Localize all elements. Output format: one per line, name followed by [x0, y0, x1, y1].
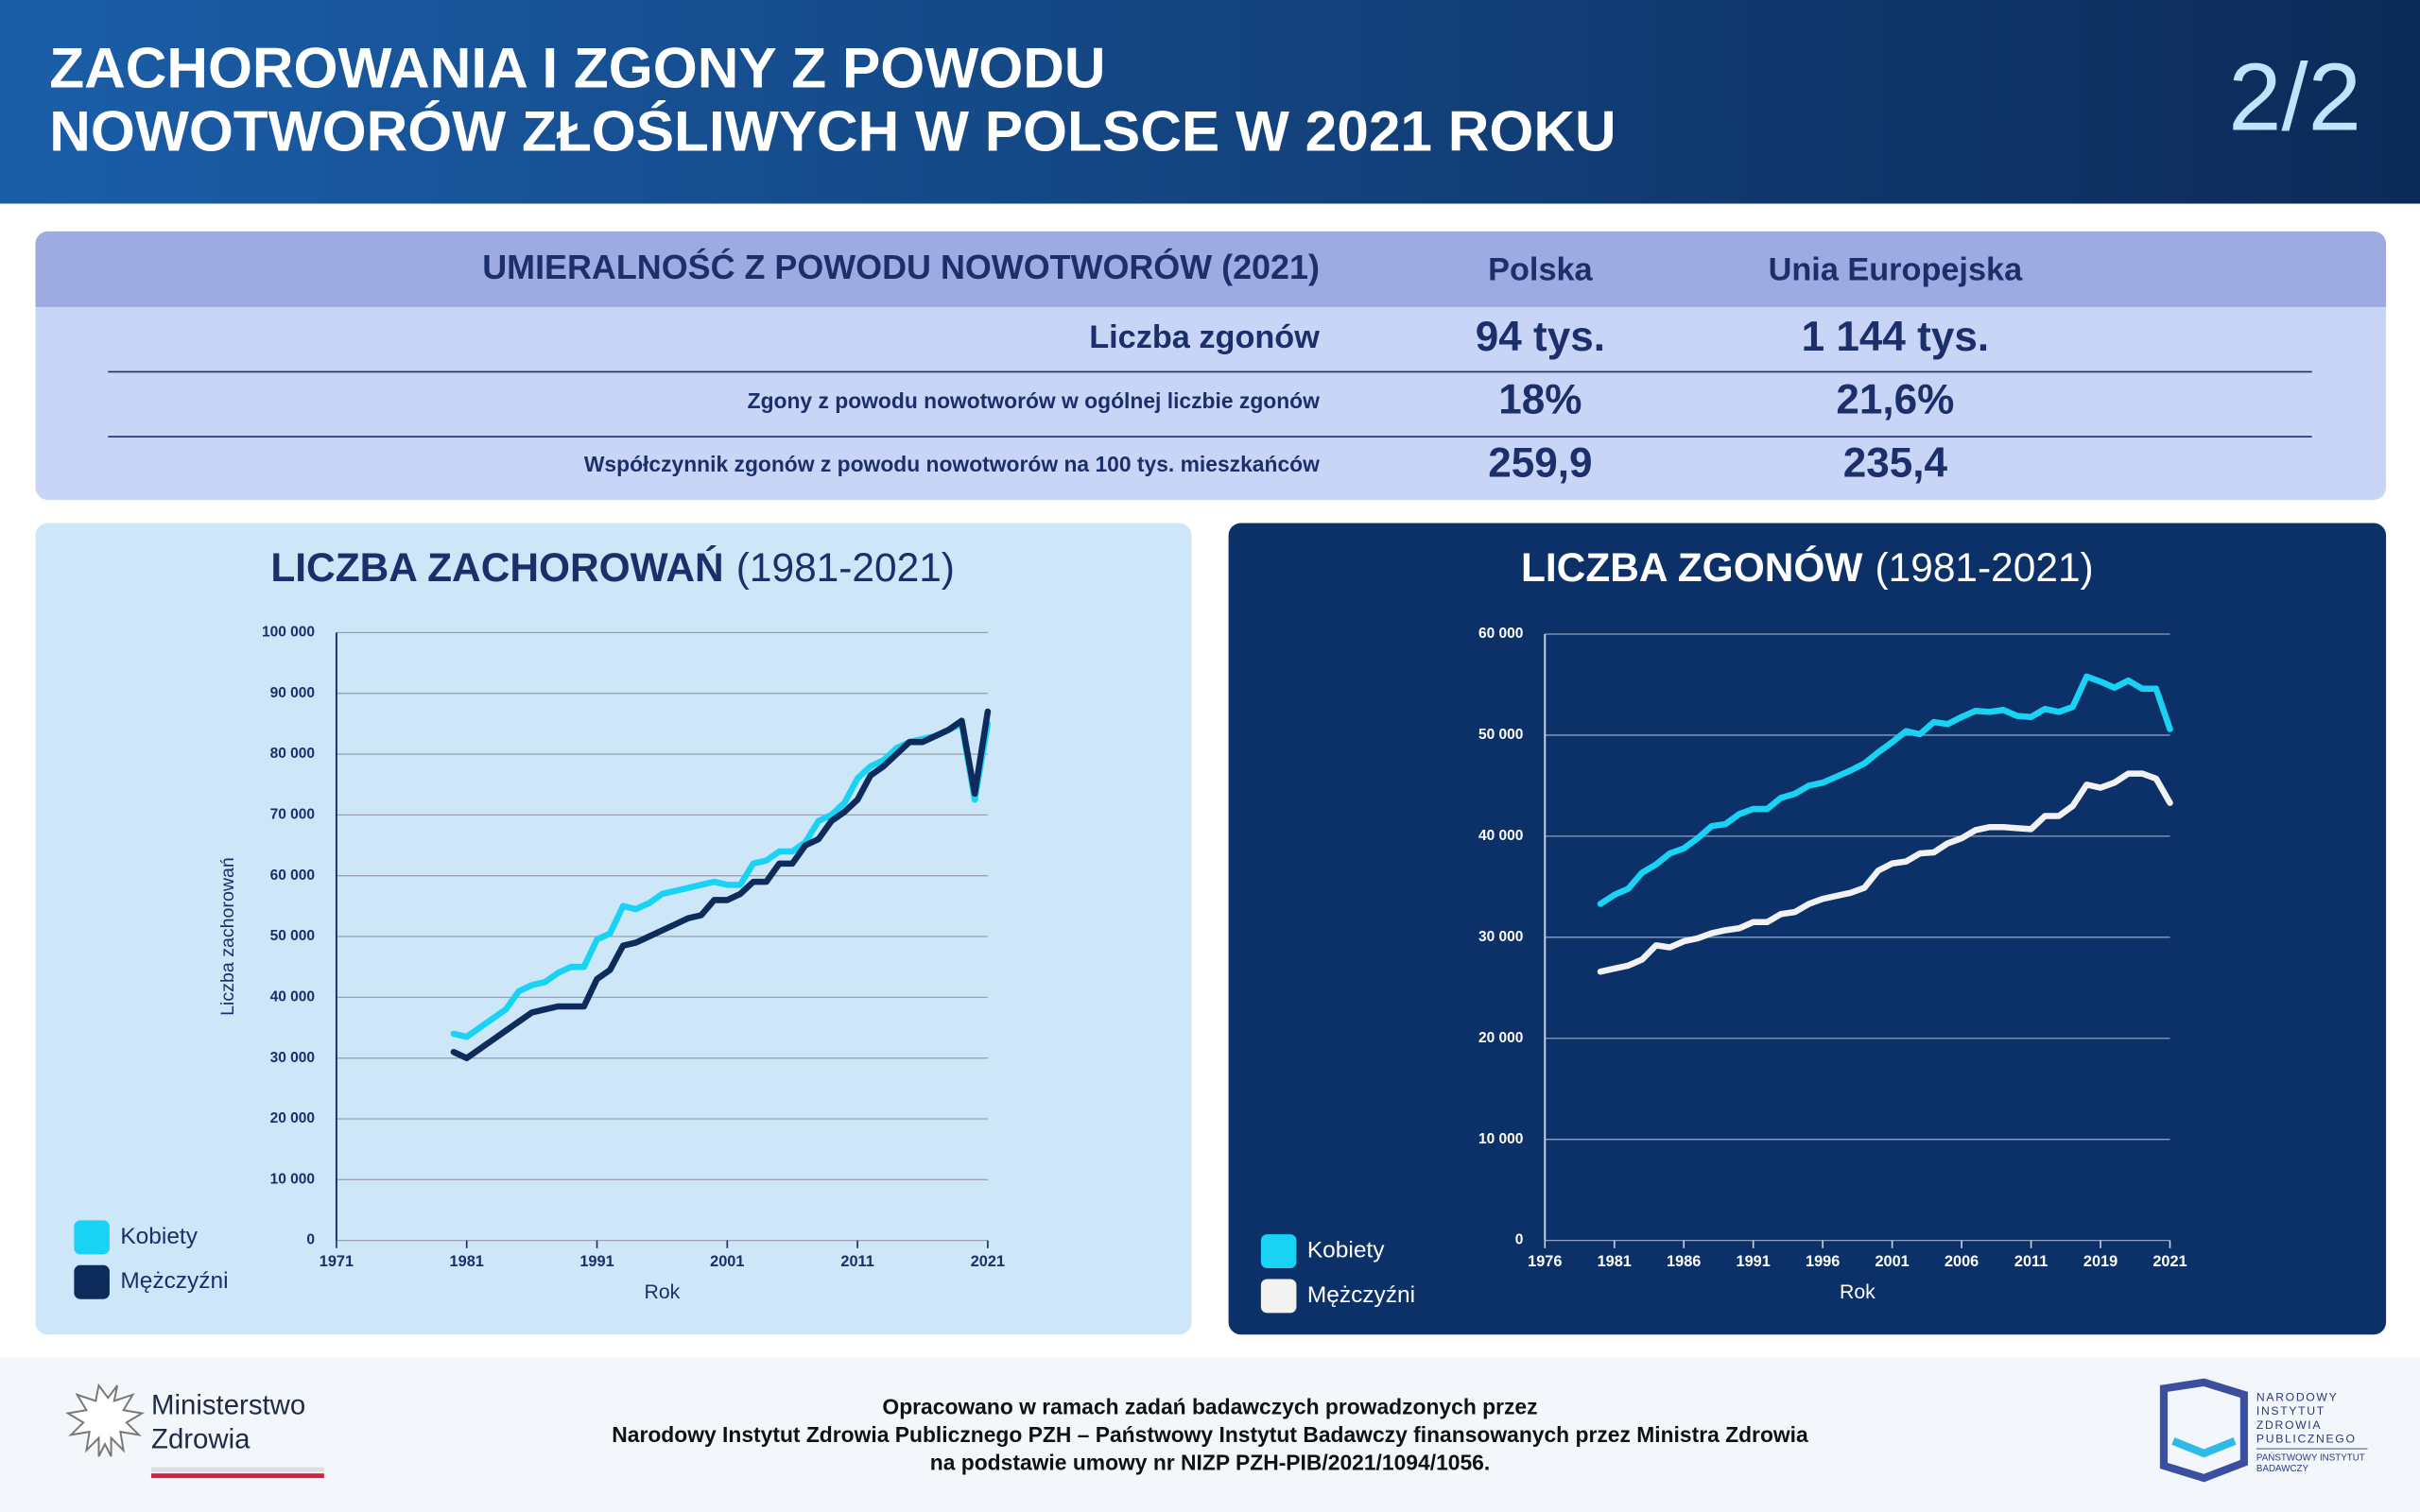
institute-name: NARODOWY	[2256, 1390, 2338, 1403]
row-value: 259,9	[1488, 440, 1592, 487]
x-tick-label: 2011	[2014, 1253, 2048, 1270]
row-label: Zgony z powodu nowotworów w ogólnej licz…	[748, 388, 1321, 413]
chart-title-main: LICZBA ZACHOROWAŃ	[270, 545, 723, 590]
eagle-emblem	[65, 1383, 145, 1457]
data-line	[1597, 770, 2173, 975]
y-tick-label: 80 000	[270, 746, 315, 762]
header-band	[0, 0, 2420, 204]
chart-title-main: LICZBA ZGONÓW	[1521, 544, 1863, 590]
x-tick-label: 1971	[320, 1253, 354, 1270]
row-label: Współczynnik zgonów z powodu nowotworów …	[584, 452, 1320, 476]
row-value: 1 144 tys.	[1802, 314, 1990, 360]
chart-title-period: (1981-2021)	[1875, 545, 2093, 590]
chart-panel	[1228, 523, 2387, 1335]
table-header: UMIERALNOŚĆ Z POWODU NOWOTWORÓW (2021)	[482, 248, 1320, 286]
x-tick-label: 1981	[450, 1253, 484, 1270]
legend-label: Kobiety	[1307, 1238, 1385, 1263]
legend-swatch	[74, 1220, 110, 1255]
row-value: 21,6%	[1836, 377, 1954, 423]
legend-swatch	[1260, 1234, 1297, 1269]
x-tick-label: 2006	[1945, 1253, 1979, 1270]
institute-name: ZDROWIA	[2256, 1418, 2322, 1432]
institute-name: PAŃSTWOWY INSTYTUT	[2256, 1452, 2365, 1463]
row-value: 94 tys.	[1476, 314, 1605, 360]
y-tick-label: 100 000	[262, 624, 315, 640]
x-tick-label: 2001	[710, 1253, 744, 1270]
x-axis-label: Rok	[645, 1281, 681, 1303]
y-tick-label: 40 000	[270, 988, 315, 1005]
pzh-logo	[2159, 1378, 2248, 1483]
data-line	[450, 720, 992, 1040]
footer-note: Opracowano w ramach zadań badawczych pro…	[882, 1395, 1537, 1419]
x-tick-label: 2019	[2083, 1253, 2118, 1270]
row-value: 235,4	[1843, 440, 1948, 487]
footer-note: Narodowy Instytut Zdrowia Publicznego PZ…	[612, 1422, 1808, 1447]
legend-label: Mężczyźni	[1307, 1282, 1415, 1308]
legend-swatch	[74, 1264, 110, 1299]
x-tick-label: 1981	[1598, 1253, 1632, 1270]
x-tick-label: 1986	[1667, 1253, 1701, 1270]
table-header: Unia Europejska	[1769, 251, 2023, 287]
chart-title-period: (1981-2021)	[736, 545, 955, 590]
flag-red	[151, 1473, 324, 1479]
header-title: ZACHOROWANIA I ZGONY Z POWODU	[49, 36, 1105, 100]
x-tick-label: 2001	[1875, 1253, 1909, 1270]
x-tick-label: 2011	[840, 1253, 873, 1270]
institute-name: BADAWCZY	[2256, 1464, 2309, 1474]
chart-title: LICZBA ZACHOROWAŃ (1981-2021)	[270, 545, 955, 590]
flag-white	[151, 1467, 324, 1472]
y-tick-label: 30 000	[270, 1050, 315, 1066]
y-tick-label: 20 000	[1478, 1030, 1523, 1046]
row-value: 18%	[1498, 377, 1582, 423]
legend-label: Mężczyźni	[120, 1268, 228, 1294]
y-tick-label: 60 000	[270, 868, 315, 884]
y-tick-label: 60 000	[1478, 626, 1523, 642]
y-tick-label: 90 000	[270, 685, 315, 701]
y-tick-label: 30 000	[1478, 929, 1523, 945]
x-tick-label: 2021	[2152, 1253, 2187, 1270]
x-tick-label: 2021	[971, 1253, 1005, 1270]
y-tick-label: 70 000	[270, 806, 315, 822]
x-tick-label: 1991	[579, 1253, 614, 1270]
row-label: Liczba zgonów	[1089, 319, 1320, 355]
y-tick-label: 20 000	[270, 1110, 315, 1126]
chart-title: LICZBA ZGONÓW (1981-2021)	[1521, 544, 2094, 590]
y-tick-label: 40 000	[1478, 828, 1523, 844]
table-body: Liczba zgonów 94 tys. 1 144 tys. Zgony z po…	[584, 314, 1989, 487]
footer-note: na podstawie umowy nr NIZP PZH-PIB/2021/…	[930, 1450, 1490, 1474]
y-tick-label: 50 000	[1478, 727, 1523, 743]
page-number: 2/2	[2228, 44, 2361, 151]
table-header-band	[35, 231, 2387, 307]
y-tick-label: 10 000	[1478, 1131, 1523, 1147]
data-line	[1597, 673, 2173, 907]
charts: LICZBA ZACHOROWAŃ (1981-2021) 0 10 000 20 00…	[74, 544, 2187, 1314]
x-tick-label: 1976	[1528, 1253, 1562, 1270]
y-tick-label: 10 000	[270, 1171, 315, 1187]
ministry-name: Ministerstwo	[151, 1390, 305, 1421]
legend-swatch	[1260, 1279, 1297, 1314]
data-line	[450, 708, 992, 1061]
y-tick-label: 0	[306, 1232, 315, 1248]
x-tick-label: 1996	[1806, 1253, 1840, 1270]
header-title: NOWOTWORÓW ZŁOŚLIWYCH W POLSCE W 2021 RO…	[49, 99, 1616, 163]
institute-name: INSTYTUT	[2256, 1404, 2325, 1418]
footer-band	[0, 1357, 2420, 1512]
institute-name: PUBLICZNEGO	[2256, 1432, 2357, 1445]
y-axis-label: Liczba zachorowań	[217, 857, 238, 1016]
table-header: Polska	[1488, 251, 1593, 287]
legend-label: Kobiety	[120, 1224, 198, 1249]
x-tick-label: 1991	[1737, 1253, 1771, 1270]
x-axis-label: Rok	[1840, 1281, 1876, 1303]
y-tick-label: 0	[1515, 1232, 1524, 1248]
y-tick-label: 50 000	[270, 928, 315, 944]
ministry-name: Zdrowia	[151, 1424, 251, 1455]
